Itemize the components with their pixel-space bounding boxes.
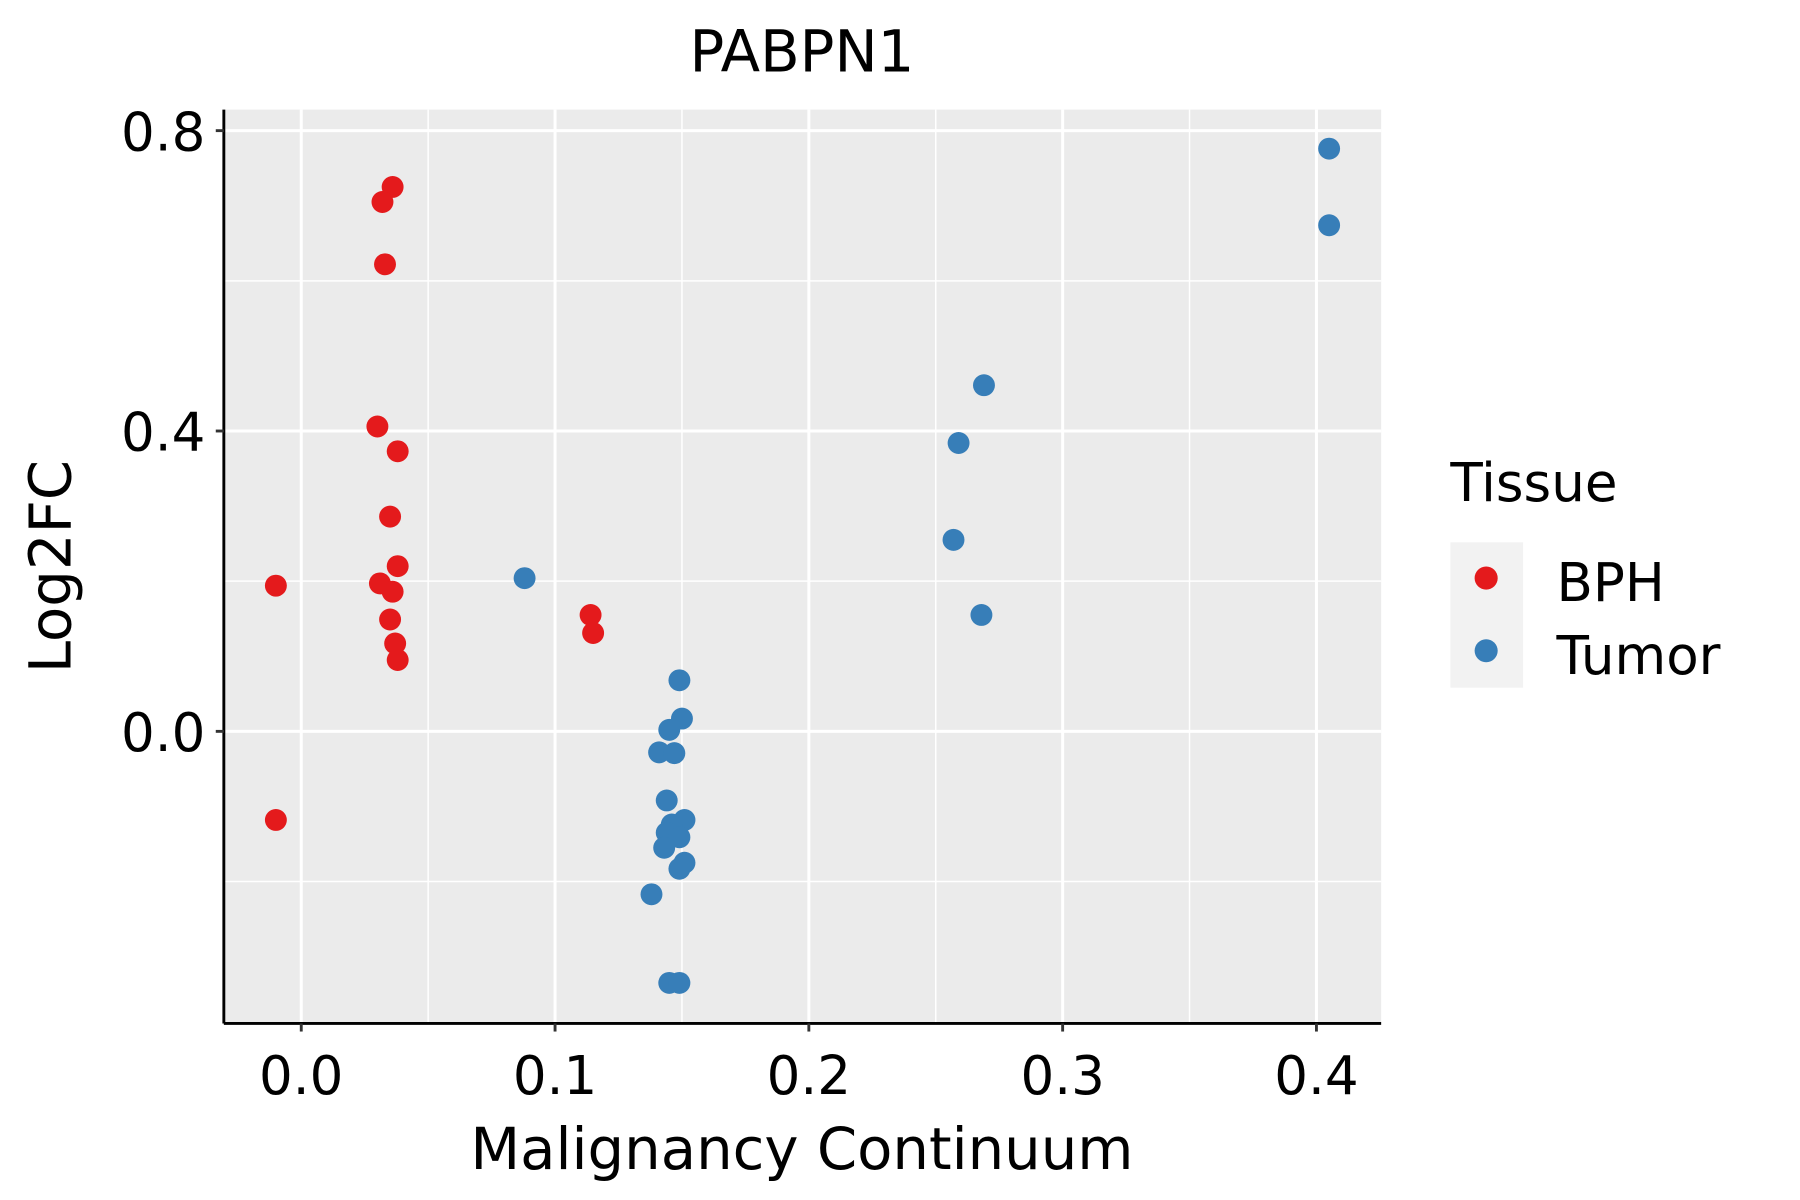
point-tumor [1318,214,1341,237]
point-bph [379,608,402,631]
x-axis-label: Malignancy Continuum [470,1115,1133,1183]
x-tick-label: 0.4 [1274,1045,1358,1107]
point-tumor [653,836,676,859]
y-tick-label: 0.8 [121,101,205,163]
point-tumor [1318,137,1341,160]
legend: Tissue BPH Tumor [1449,452,1721,688]
x-tick-label: 0.1 [513,1045,597,1107]
legend-title: Tissue [1449,452,1617,514]
point-tumor [668,857,691,880]
point-tumor [973,374,995,397]
legend-label-tumor: Tumor [1556,625,1721,687]
y-axis-label: Log2FC [16,460,84,673]
point-bph [264,574,287,597]
y-tick-label: 0.0 [121,702,205,764]
point-bph [264,809,287,831]
legend-key-bph [1474,566,1498,590]
point-bph [381,580,404,603]
legend-key-tumor [1474,639,1498,663]
y-tick-label: 0.4 [121,402,205,464]
point-bph [384,632,407,655]
point-tumor [655,789,678,812]
point-tumor [668,971,691,994]
panel-background [223,109,1382,1024]
axis-ticks: 0.0 0.1 0.2 0.3 0.4 0.0 0.4 0.8 [121,101,1359,1107]
point-tumor [658,718,681,741]
x-tick-label: 0.2 [767,1045,851,1107]
point-tumor [663,742,686,765]
gridlines [223,109,1382,1024]
legend-label-bph: BPH [1557,552,1665,614]
point-tumor [942,528,965,551]
point-bph [371,191,394,213]
point-tumor [668,669,691,692]
point-bph [366,415,389,438]
point-bph [374,253,396,276]
point-tumor [970,604,993,626]
point-tumor [513,567,536,590]
chart-title: PABPN1 [690,18,915,86]
point-tumor [640,883,663,906]
x-tick-label: 0.0 [259,1045,343,1107]
x-tick-label: 0.3 [1020,1045,1104,1107]
point-tumor [668,826,691,849]
data-points [264,137,1341,994]
point-bph [386,440,409,463]
point-bph [386,649,409,671]
legend-key-background [1450,542,1524,688]
point-bph [386,555,409,578]
point-tumor [947,432,970,454]
point-bph [582,622,605,644]
point-bph [579,604,602,626]
point-bph [379,505,402,528]
